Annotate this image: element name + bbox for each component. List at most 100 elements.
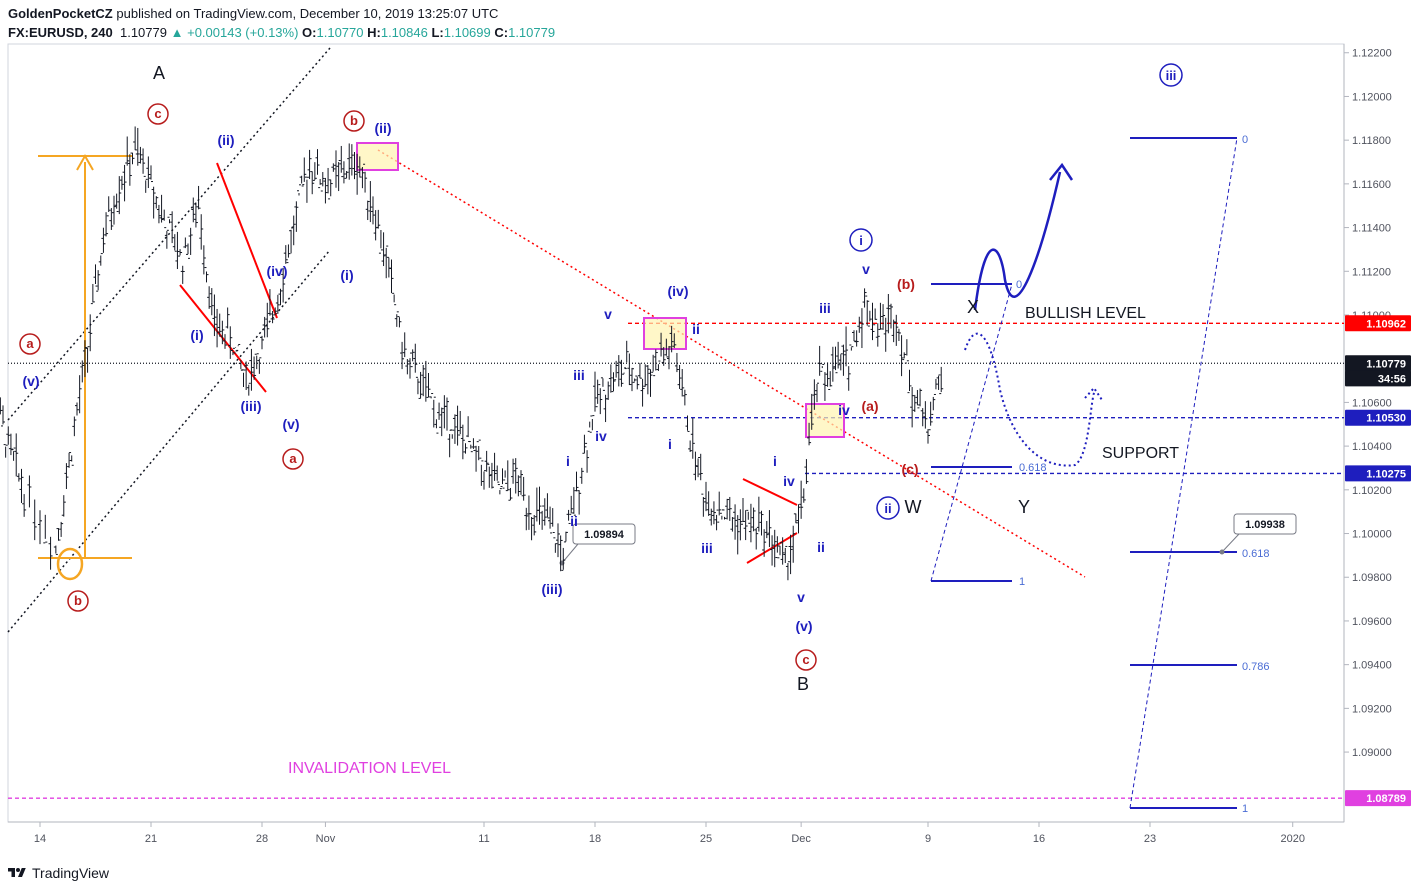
wave-label: iv <box>783 473 795 489</box>
change-arrow-icon: ▲ <box>170 25 184 40</box>
price-tag <box>1345 790 1411 807</box>
wave-label: ii <box>817 539 825 555</box>
ohlc-line: FX:EURUSD, 240 1.10779 ▲ +0.00143 (+0.13… <box>8 24 1408 42</box>
publish-line: GoldenPocketCZ published on TradingView.… <box>8 4 1408 24</box>
price-tag <box>1345 355 1411 372</box>
wave-label: i <box>668 436 672 452</box>
wave-label: ii <box>570 513 578 529</box>
low-label: L: <box>431 25 444 40</box>
wave-label: iii <box>573 367 585 383</box>
wave-label: (i) <box>340 267 353 283</box>
footer: TradingView <box>8 862 109 884</box>
annotation-text: BULLISH LEVEL <box>1025 305 1146 322</box>
wave-label: ii <box>692 321 700 337</box>
price-tag-label: 1.10962 <box>1366 318 1406 330</box>
highlight-box <box>356 142 399 171</box>
wave-label: v <box>862 261 870 277</box>
annotation-text: SUPPORT <box>1102 445 1179 462</box>
price-tag-label: 1.08789 <box>1366 793 1406 805</box>
wave-labels: BULLISH LEVEL SUPPORT INVALIDATION LEVEL A B… <box>19 63 1183 777</box>
wave-label: (iii) <box>241 398 262 414</box>
wave-label: b <box>350 113 358 128</box>
callout-pointer <box>1221 533 1240 553</box>
fib-label: 0.618 <box>1242 548 1270 560</box>
symbol-label[interactable]: FX:EURUSD, 240 <box>8 25 113 40</box>
y-tick-label: 1.09800 <box>1352 572 1392 584</box>
highlight-box <box>805 403 845 438</box>
y-tick-label: 1.10400 <box>1352 441 1392 453</box>
wave-label: v <box>797 589 805 605</box>
x-tick-label: 23 <box>1144 833 1156 845</box>
y-tick-label: 1.10200 <box>1352 485 1392 497</box>
fib-label: 0.618 <box>1019 462 1047 474</box>
x-tick-label: Nov <box>316 833 336 845</box>
wave-label: ii <box>884 501 891 516</box>
price-tag <box>1345 370 1411 387</box>
fib-label: 0.786 <box>1242 661 1270 673</box>
annotation-text: B <box>797 674 809 694</box>
plot-frame <box>7 43 1345 823</box>
close-value: 1.10779 <box>508 25 556 40</box>
wave-label: (c) <box>901 461 918 477</box>
annotation-text: W <box>905 497 922 517</box>
price-tag-label: 34:56 <box>1378 373 1406 385</box>
y-tick-label: 1.11600 <box>1352 179 1391 191</box>
callout-dot <box>1219 549 1225 555</box>
chart-header: GoldenPocketCZ published on TradingView.… <box>8 4 1408 42</box>
annotation-text: Y <box>1018 497 1030 517</box>
tradingview-brand[interactable]: TradingView <box>32 865 110 881</box>
wave-label: (iv) <box>267 263 288 279</box>
fib-diagonal <box>930 283 1013 582</box>
axes: 1.12200 1.12000 1.11800 1.11600 1.11400 1.112… <box>34 48 1411 845</box>
publisher-name[interactable]: GoldenPocketCZ <box>8 6 113 21</box>
wave-label: a <box>26 336 34 351</box>
wave-circle <box>876 496 900 520</box>
x-tick-label: 28 <box>256 833 268 845</box>
fib-label: 0 <box>1016 279 1022 291</box>
fib-label: 0 <box>1242 134 1248 146</box>
y-tick-label: 1.09000 <box>1352 747 1392 759</box>
wave-label: iii <box>701 540 713 556</box>
x-tick-label: 14 <box>34 833 46 845</box>
y-tick-label: 1.12000 <box>1352 91 1392 103</box>
y-tick-label: 1.11400 <box>1352 223 1391 235</box>
price-tag <box>1345 409 1411 426</box>
wave-circle <box>147 103 169 125</box>
projection-dotted <box>964 332 1096 467</box>
wave-circle <box>343 110 365 132</box>
tradingview-logo-icon[interactable] <box>8 866 26 880</box>
projection-path <box>973 171 1062 311</box>
x-tick-label: 9 <box>925 833 931 845</box>
x-tick-label: 21 <box>145 833 157 845</box>
wave-circle <box>19 333 41 355</box>
drawing-overlays: 0 0.618 1 0 0.618 0.786 1 1.09894 1.09938 <box>7 47 1344 815</box>
y-tick-label: 1.10600 <box>1352 397 1392 409</box>
projection-arrowhead <box>1049 162 1074 181</box>
price-series <box>0 126 944 581</box>
price-tag-label: 1.10779 <box>1366 358 1406 370</box>
high-value: 1.10846 <box>380 25 428 40</box>
callout-label: 1.09938 <box>1245 519 1285 531</box>
highlight-box <box>643 317 687 350</box>
wave-label: (v) <box>282 416 299 432</box>
y-tick-label: 1.09400 <box>1352 660 1392 672</box>
annotation-text: INVALIDATION LEVEL <box>288 760 451 777</box>
wave-circle <box>849 228 873 252</box>
callout-box <box>1233 513 1297 535</box>
wave-label: (iv) <box>668 283 689 299</box>
wedge-line <box>216 162 278 319</box>
y-tick-label: 1.09600 <box>1352 616 1392 628</box>
x-tick-label: 11 <box>478 833 489 845</box>
wave-circle <box>282 448 304 470</box>
price-tag <box>1345 315 1411 332</box>
x-tick-label: 2020 <box>1280 833 1304 845</box>
wave-label: (b) <box>897 276 915 292</box>
wave-label: i <box>773 453 777 469</box>
y-tick-label: 1.11200 <box>1352 266 1391 278</box>
publish-info: published on TradingView.com, December 1… <box>116 6 499 21</box>
wave-label: iii <box>819 300 831 316</box>
wave-label: i <box>859 233 863 248</box>
wave-label: c <box>154 106 161 121</box>
fib-label: 1 <box>1242 803 1248 815</box>
